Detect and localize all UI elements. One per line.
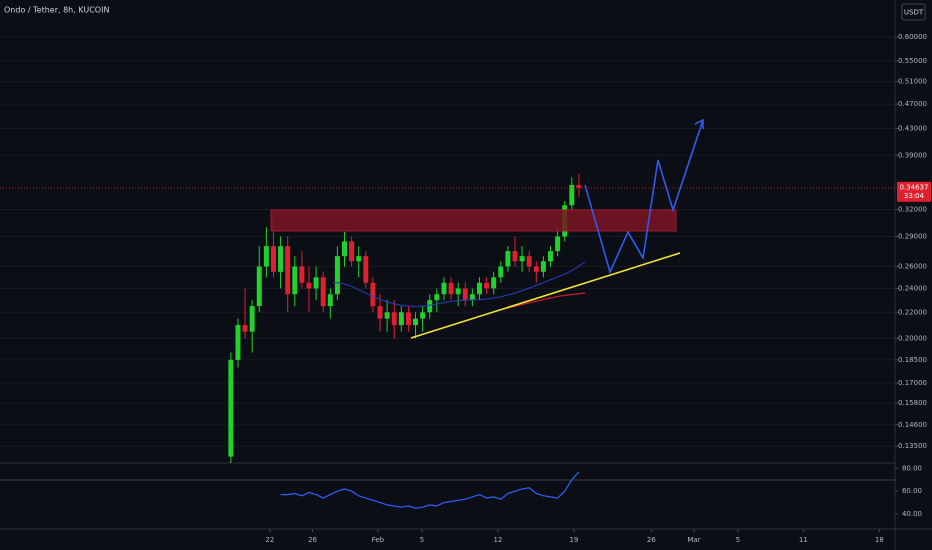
candle-body [235,325,241,360]
candle-body [370,282,376,307]
candle-body [363,256,369,283]
last-price-label: 0.34637 [900,183,929,191]
candle-body [299,266,305,283]
plot-area [0,36,895,509]
y-tick-label: 0.18500 [898,356,927,364]
rsi-y-tick-label: 60.00 [902,487,922,495]
y-tick-label: 0.51000 [898,78,927,86]
y-tick-label: 0.20000 [898,334,927,342]
candle-body [533,266,539,272]
candle-body [263,246,269,267]
x-tick-label: 26 [308,536,317,544]
candle-body [469,294,475,301]
x-tick-label: 22 [265,536,274,544]
candle-body [441,282,447,295]
projection-path [584,119,704,275]
x-tick-label: 5 [420,536,424,544]
x-tick-label: 11 [799,536,808,544]
y-tick-label: 0.39000 [898,151,927,159]
y-tick-label: 0.15800 [898,399,927,407]
y-tick-label: 0.22000 [898,308,927,316]
candle-body [498,266,504,278]
trend-line [410,252,681,339]
x-tick-label: Mar [687,536,700,544]
candle-body [349,241,355,262]
x-tick-label: 5 [736,536,740,544]
candle-body [548,251,553,262]
y-tick-label: 0.43000 [898,125,927,133]
projection-arrow [694,118,704,129]
candle-body [270,246,276,272]
x-tick-label: Feb [372,536,385,544]
candle-body [278,246,284,272]
x-tick-label: 26 [647,536,656,544]
candle-body [519,256,525,262]
rsi-line [280,471,580,509]
rsi-y-tick-label: 80.00 [902,464,922,472]
candle-body [342,241,347,257]
x-tick-label: 12 [493,536,502,544]
candle-body [398,312,404,326]
candle-body [448,282,454,295]
candle-body [484,282,490,289]
candle-body [576,184,582,188]
rsi-y-tick-label: 40.00 [902,510,922,518]
y-tick-label: 0.47000 [898,100,927,108]
candle-body [249,306,255,332]
candle-body [256,266,262,307]
y-tick-label: 0.26000 [898,262,927,270]
y-tick-label: 0.13500 [898,442,927,450]
y-tick-label: 0.24000 [898,284,927,292]
candle-body [455,288,461,295]
resistance-zone [270,209,677,232]
candle-body [228,359,234,457]
candle-body [420,312,426,319]
candle-body [285,246,291,295]
moving-average [332,261,586,307]
candle-body [242,325,248,332]
candle-body [427,300,433,313]
candle-body [327,294,333,307]
y-tick-label: 0.60000 [898,33,927,41]
candle-body [405,312,411,326]
countdown-label: 33:04 [904,192,925,200]
candle-body [377,306,383,319]
candle-body [555,236,561,252]
candle-body [505,251,511,267]
candle-body [292,266,298,295]
candle-body [526,256,532,267]
y-tick-label: 0.55000 [898,57,927,65]
currency-label: USDT [904,9,924,17]
x-tick-label: 19 [569,536,578,544]
y-tick-label: 0.29000 [898,233,927,241]
chart-title: Ondo / Tether, 8h, KUCOIN [4,6,109,15]
candle-body [384,312,390,319]
last-price-box [897,181,931,202]
candle-body [476,282,482,295]
candle-body [413,318,419,326]
candle-body [512,251,518,262]
candle-body [313,277,319,289]
currency-button[interactable] [901,3,926,21]
candle-body [334,256,340,295]
candle-body [491,277,497,289]
candle-body [391,312,397,326]
y-tick-label: 0.17000 [898,379,927,387]
candle-body [320,277,326,307]
candle-body [569,184,575,206]
x-tick-label: 18 [875,536,884,544]
candle-body [306,282,312,289]
candle-body [540,261,546,272]
candle-body [462,288,468,301]
y-tick-label: 0.14600 [898,421,927,429]
candle-body [434,294,440,301]
candle-body [356,256,362,262]
y-tick-label: 0.32000 [898,206,927,214]
